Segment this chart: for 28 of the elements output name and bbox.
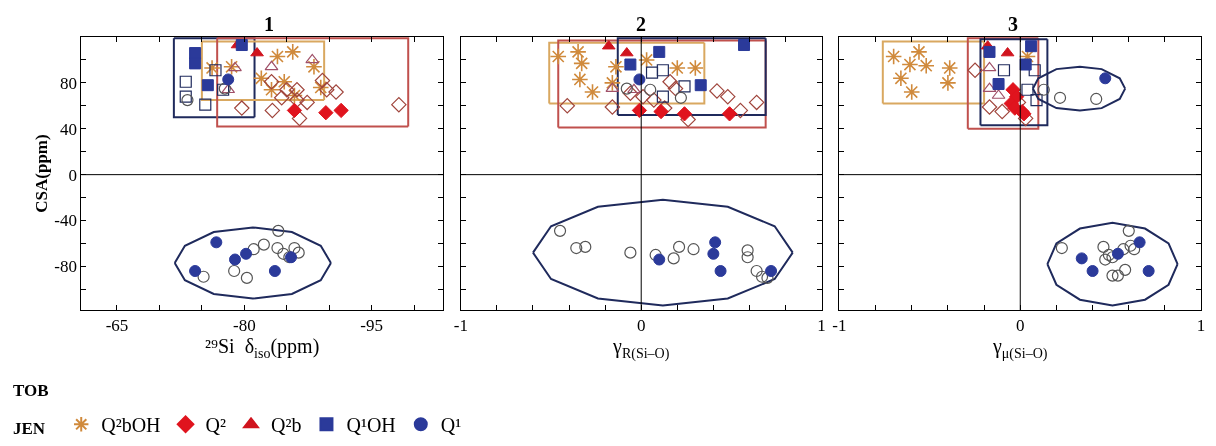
- text: TOB: [13, 381, 49, 400]
- x-tick-label: 0: [636, 316, 646, 336]
- x-axis-title: ²⁹Si δ$_{iso}$(ppm): [205, 335, 320, 361]
- y-tick-label: -80: [54, 257, 77, 277]
- x-axis-title: γ$_{R(Si–O)}$: [612, 335, 670, 362]
- legend-label: Q²bOH: [101, 414, 161, 437]
- legend-label: Q¹: [440, 414, 462, 437]
- legend-label: Q¹OH: [346, 414, 396, 437]
- y-tick-label: -40: [54, 211, 77, 231]
- x-tick-label: 1: [817, 316, 826, 336]
- x-tick-label: 0: [1016, 316, 1025, 336]
- y-tick-label: 0: [68, 165, 77, 185]
- y-axis-title: CSA(ppm): [31, 134, 51, 213]
- x-tick-label: 1: [1196, 316, 1206, 336]
- x-tick-label: -1: [832, 316, 847, 336]
- x-tick-label: -95: [360, 316, 384, 336]
- y-tick-label: 80: [59, 73, 77, 93]
- text: JEN: [13, 419, 46, 438]
- legend-label: Q²: [205, 414, 227, 437]
- x-tick-label: -65: [105, 316, 129, 336]
- y-tick-label: 40: [59, 119, 77, 139]
- x-axis-title: γ$_{μ(Si–O)}$: [992, 335, 1048, 362]
- legend-label: Q²b: [271, 414, 302, 437]
- x-tick-label: -80: [233, 316, 256, 336]
- chart-title: 3: [1008, 13, 1018, 35]
- x-tick-label: -1: [453, 316, 468, 336]
- chart-title: 2: [636, 13, 646, 35]
- chart-title: 1: [264, 13, 274, 35]
